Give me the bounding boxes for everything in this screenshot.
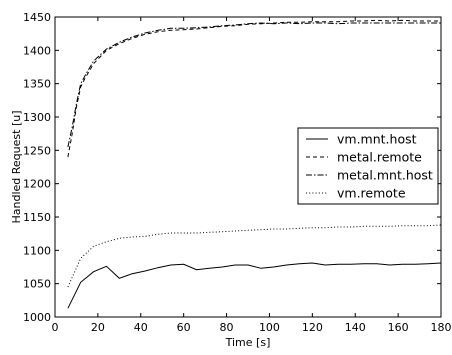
y-tick-label: 1300	[23, 111, 51, 124]
x-tick-label: 100	[259, 321, 280, 334]
y-tick-label: 1250	[23, 144, 51, 157]
x-tick-label: 180	[431, 321, 452, 334]
x-axis-label: Time [s]	[225, 336, 271, 349]
legend-label-vm-remote: vm.remote	[337, 186, 406, 201]
x-tick-label: 40	[134, 321, 148, 334]
x-tick-label: 20	[91, 321, 105, 334]
series-line-vm-mnt-host	[67, 262, 442, 309]
y-tick-label: 1350	[23, 78, 51, 91]
y-axis-label: Handled Request [u]	[10, 110, 23, 223]
x-tick-label: 120	[302, 321, 323, 334]
y-tick-label: 1150	[23, 211, 51, 224]
plot-frame	[54, 16, 442, 318]
y-tick-label: 1100	[23, 244, 51, 257]
series-line-vm-remote	[67, 224, 442, 288]
x-tick-label: 0	[52, 321, 59, 334]
x-tick-label: 160	[388, 321, 409, 334]
series-line-metal-mnt-host	[67, 22, 441, 148]
series-layer	[67, 19, 442, 309]
legend-label-metal-mnt-host: metal.mnt.host	[337, 168, 433, 183]
series-line-metal-remote	[67, 19, 441, 158]
y-tick-label: 1050	[23, 278, 51, 291]
legend-box	[297, 127, 439, 205]
legend: vm.mnt.host metal.remote metal.mnt.host vm.…	[297, 127, 439, 205]
y-tick-label: 1200	[23, 178, 51, 191]
y-tick-label: 1450	[23, 11, 51, 24]
y-tick-label: 1000	[23, 311, 51, 324]
x-tick-label: 80	[220, 321, 234, 334]
x-tick-label: 140	[345, 321, 366, 334]
legend-label-vm-mnt-host: vm.mnt.host	[337, 132, 417, 147]
legend-label-metal-remote: metal.remote	[337, 150, 422, 165]
x-tick-label: 60	[177, 321, 191, 334]
tick-layer: 0 20 40 60 80 100 120 140 160 180 1000 1050 1100 1150…	[23, 11, 452, 334]
y-tick-label: 1400	[23, 44, 51, 57]
